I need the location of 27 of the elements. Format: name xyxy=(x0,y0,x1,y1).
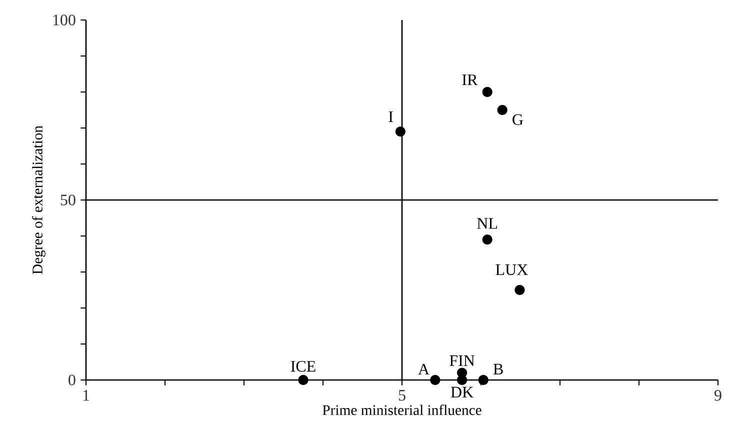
annotation: ICE xyxy=(290,360,316,372)
point xyxy=(456,374,468,386)
annotation: FIN xyxy=(450,355,475,366)
annotation: B xyxy=(493,364,503,374)
y-axis-title: Degree of externalization xyxy=(32,126,46,274)
annotation: DK xyxy=(450,386,474,398)
point xyxy=(482,86,492,98)
x-axis-title: Prime ministerial influence xyxy=(322,404,482,416)
point xyxy=(497,104,508,116)
annotation: NL xyxy=(477,218,498,229)
point xyxy=(298,374,308,386)
annotation: A xyxy=(418,364,430,374)
point xyxy=(430,374,440,386)
x-tick-label: 9 xyxy=(714,390,722,401)
point xyxy=(482,234,492,245)
annotation: LUX xyxy=(496,264,528,276)
point xyxy=(395,126,406,137)
x-tick-label: 5 xyxy=(398,390,406,401)
point xyxy=(514,284,525,296)
annotation: IR xyxy=(462,74,478,86)
y-tick-label: 50 xyxy=(60,194,76,206)
y-tick-label: 0 xyxy=(68,374,76,386)
point xyxy=(478,374,488,386)
annotation: I xyxy=(388,112,393,122)
annotation: G xyxy=(512,114,523,125)
x-tick-label: 1 xyxy=(83,390,90,401)
y-tick-label: 100 xyxy=(53,14,76,26)
